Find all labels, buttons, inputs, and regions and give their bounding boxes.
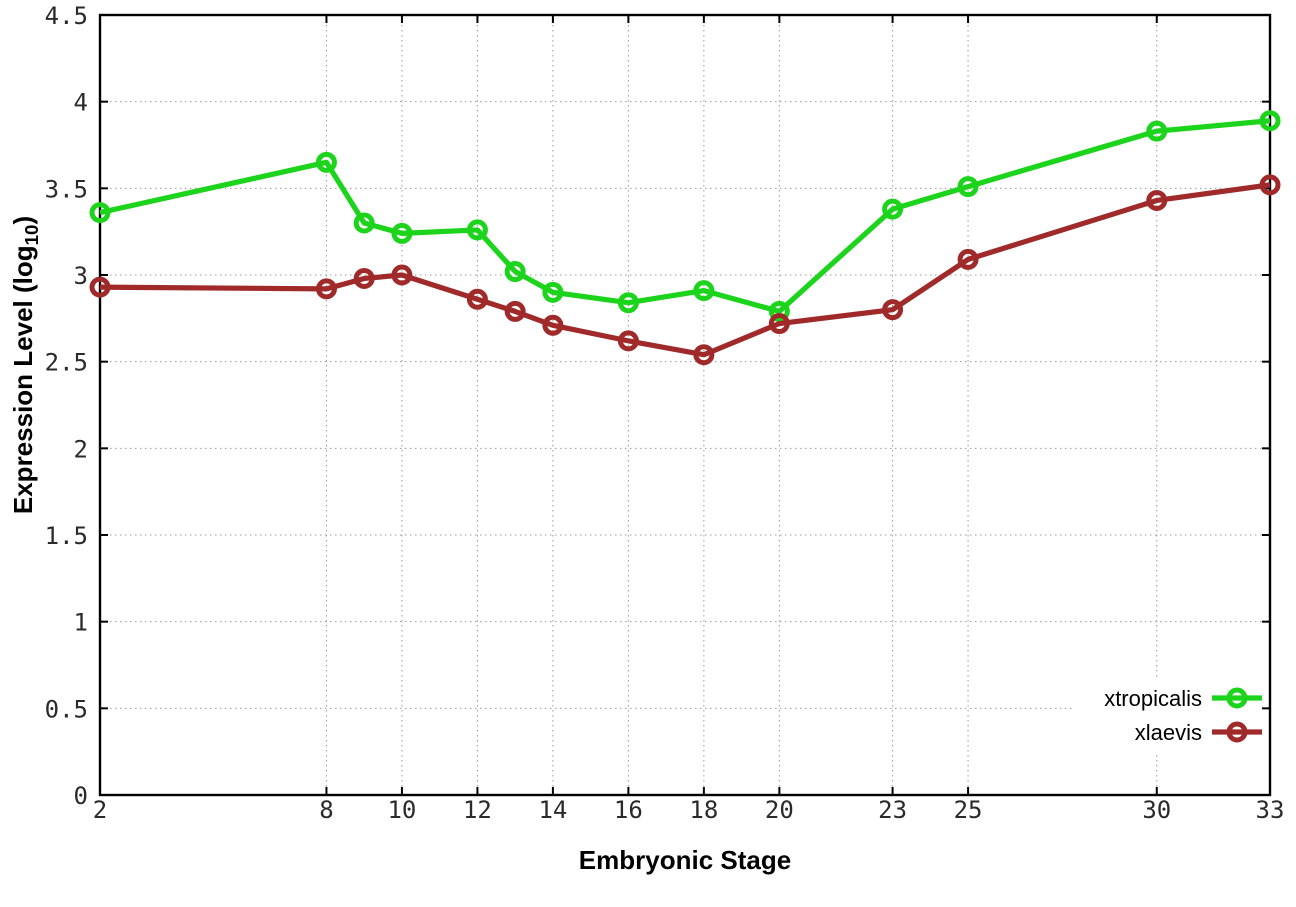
- y-tick-label: 1: [74, 609, 88, 637]
- data-point-xtropicalis: [466, 219, 488, 241]
- data-point-xtropicalis: [315, 151, 337, 173]
- x-tick-label: 2: [93, 796, 107, 824]
- legend-sample-marker-xtropicalis: [1226, 687, 1248, 709]
- y-tick-label: 2.5: [45, 349, 88, 377]
- data-point-xlaevis: [315, 278, 337, 300]
- y-axis-title: Expression Level (log10): [8, 216, 43, 514]
- data-point-xtropicalis: [617, 292, 639, 314]
- x-tick-label: 16: [614, 796, 643, 824]
- y-tick-label: 3: [74, 262, 88, 290]
- x-tick-label: 33: [1256, 796, 1285, 824]
- data-point-xlaevis: [882, 299, 904, 321]
- data-point-xlaevis: [504, 300, 526, 322]
- data-point-xtropicalis: [542, 281, 564, 303]
- data-point-xlaevis: [542, 314, 564, 336]
- legend-label-xlaevis: xlaevis: [1135, 720, 1202, 745]
- data-point-xtropicalis: [768, 300, 790, 322]
- data-point-xlaevis: [353, 267, 375, 289]
- x-tick-label: 14: [538, 796, 567, 824]
- y-tick-label: 4.5: [45, 2, 88, 30]
- y-tick-label: 3.5: [45, 175, 88, 203]
- data-point-xlaevis: [1146, 189, 1168, 211]
- y-tick-label: 1.5: [45, 522, 88, 550]
- x-tick-label: 23: [878, 796, 907, 824]
- data-point-xtropicalis: [504, 261, 526, 283]
- data-point-xtropicalis: [1259, 110, 1281, 132]
- y-axis-title-subscript: 10: [21, 224, 43, 246]
- data-point-xtropicalis: [957, 176, 979, 198]
- series-line-xlaevis: [99, 182, 1271, 358]
- y-axis-title-suffix: ): [8, 215, 38, 225]
- data-point-xtropicalis: [391, 222, 413, 244]
- y-tick-label: 0: [74, 782, 88, 810]
- x-tick-label: 12: [463, 796, 492, 824]
- y-tick-label: 0.5: [45, 695, 88, 723]
- data-point-xlaevis: [957, 248, 979, 270]
- y-axis-title-main: Expression Level (log: [8, 245, 38, 515]
- legend-label-xtropicalis: xtropicalis: [1104, 686, 1202, 711]
- data-point-xlaevis: [89, 276, 111, 298]
- y-tick-label: 2: [74, 435, 88, 463]
- data-point-xtropicalis: [1146, 120, 1168, 142]
- data-point-xtropicalis: [89, 202, 111, 224]
- legend-sample-marker-xlaevis: [1226, 721, 1248, 743]
- data-point-xlaevis: [768, 313, 790, 335]
- x-tick-label: 8: [319, 796, 333, 824]
- data-point-xlaevis: [693, 344, 715, 366]
- y-tick-label: 4: [74, 89, 88, 117]
- data-point-xlaevis: [466, 288, 488, 310]
- x-tick-label: 25: [954, 796, 983, 824]
- data-point-xlaevis: [391, 264, 413, 286]
- data-point-xtropicalis: [882, 198, 904, 220]
- data-point-xtropicalis: [693, 280, 715, 302]
- x-tick-label: 10: [387, 796, 416, 824]
- x-tick-label: 20: [765, 796, 794, 824]
- data-point-xlaevis: [1259, 174, 1281, 196]
- x-tick-label: 30: [1142, 796, 1171, 824]
- x-tick-label: 18: [689, 796, 718, 824]
- plot-border: [98, 13, 1272, 797]
- series-line-xtropicalis: [99, 118, 1271, 314]
- x-axis-title: Embryonic Stage: [578, 845, 792, 875]
- data-point-xlaevis: [617, 330, 639, 352]
- data-point-xtropicalis: [353, 212, 375, 234]
